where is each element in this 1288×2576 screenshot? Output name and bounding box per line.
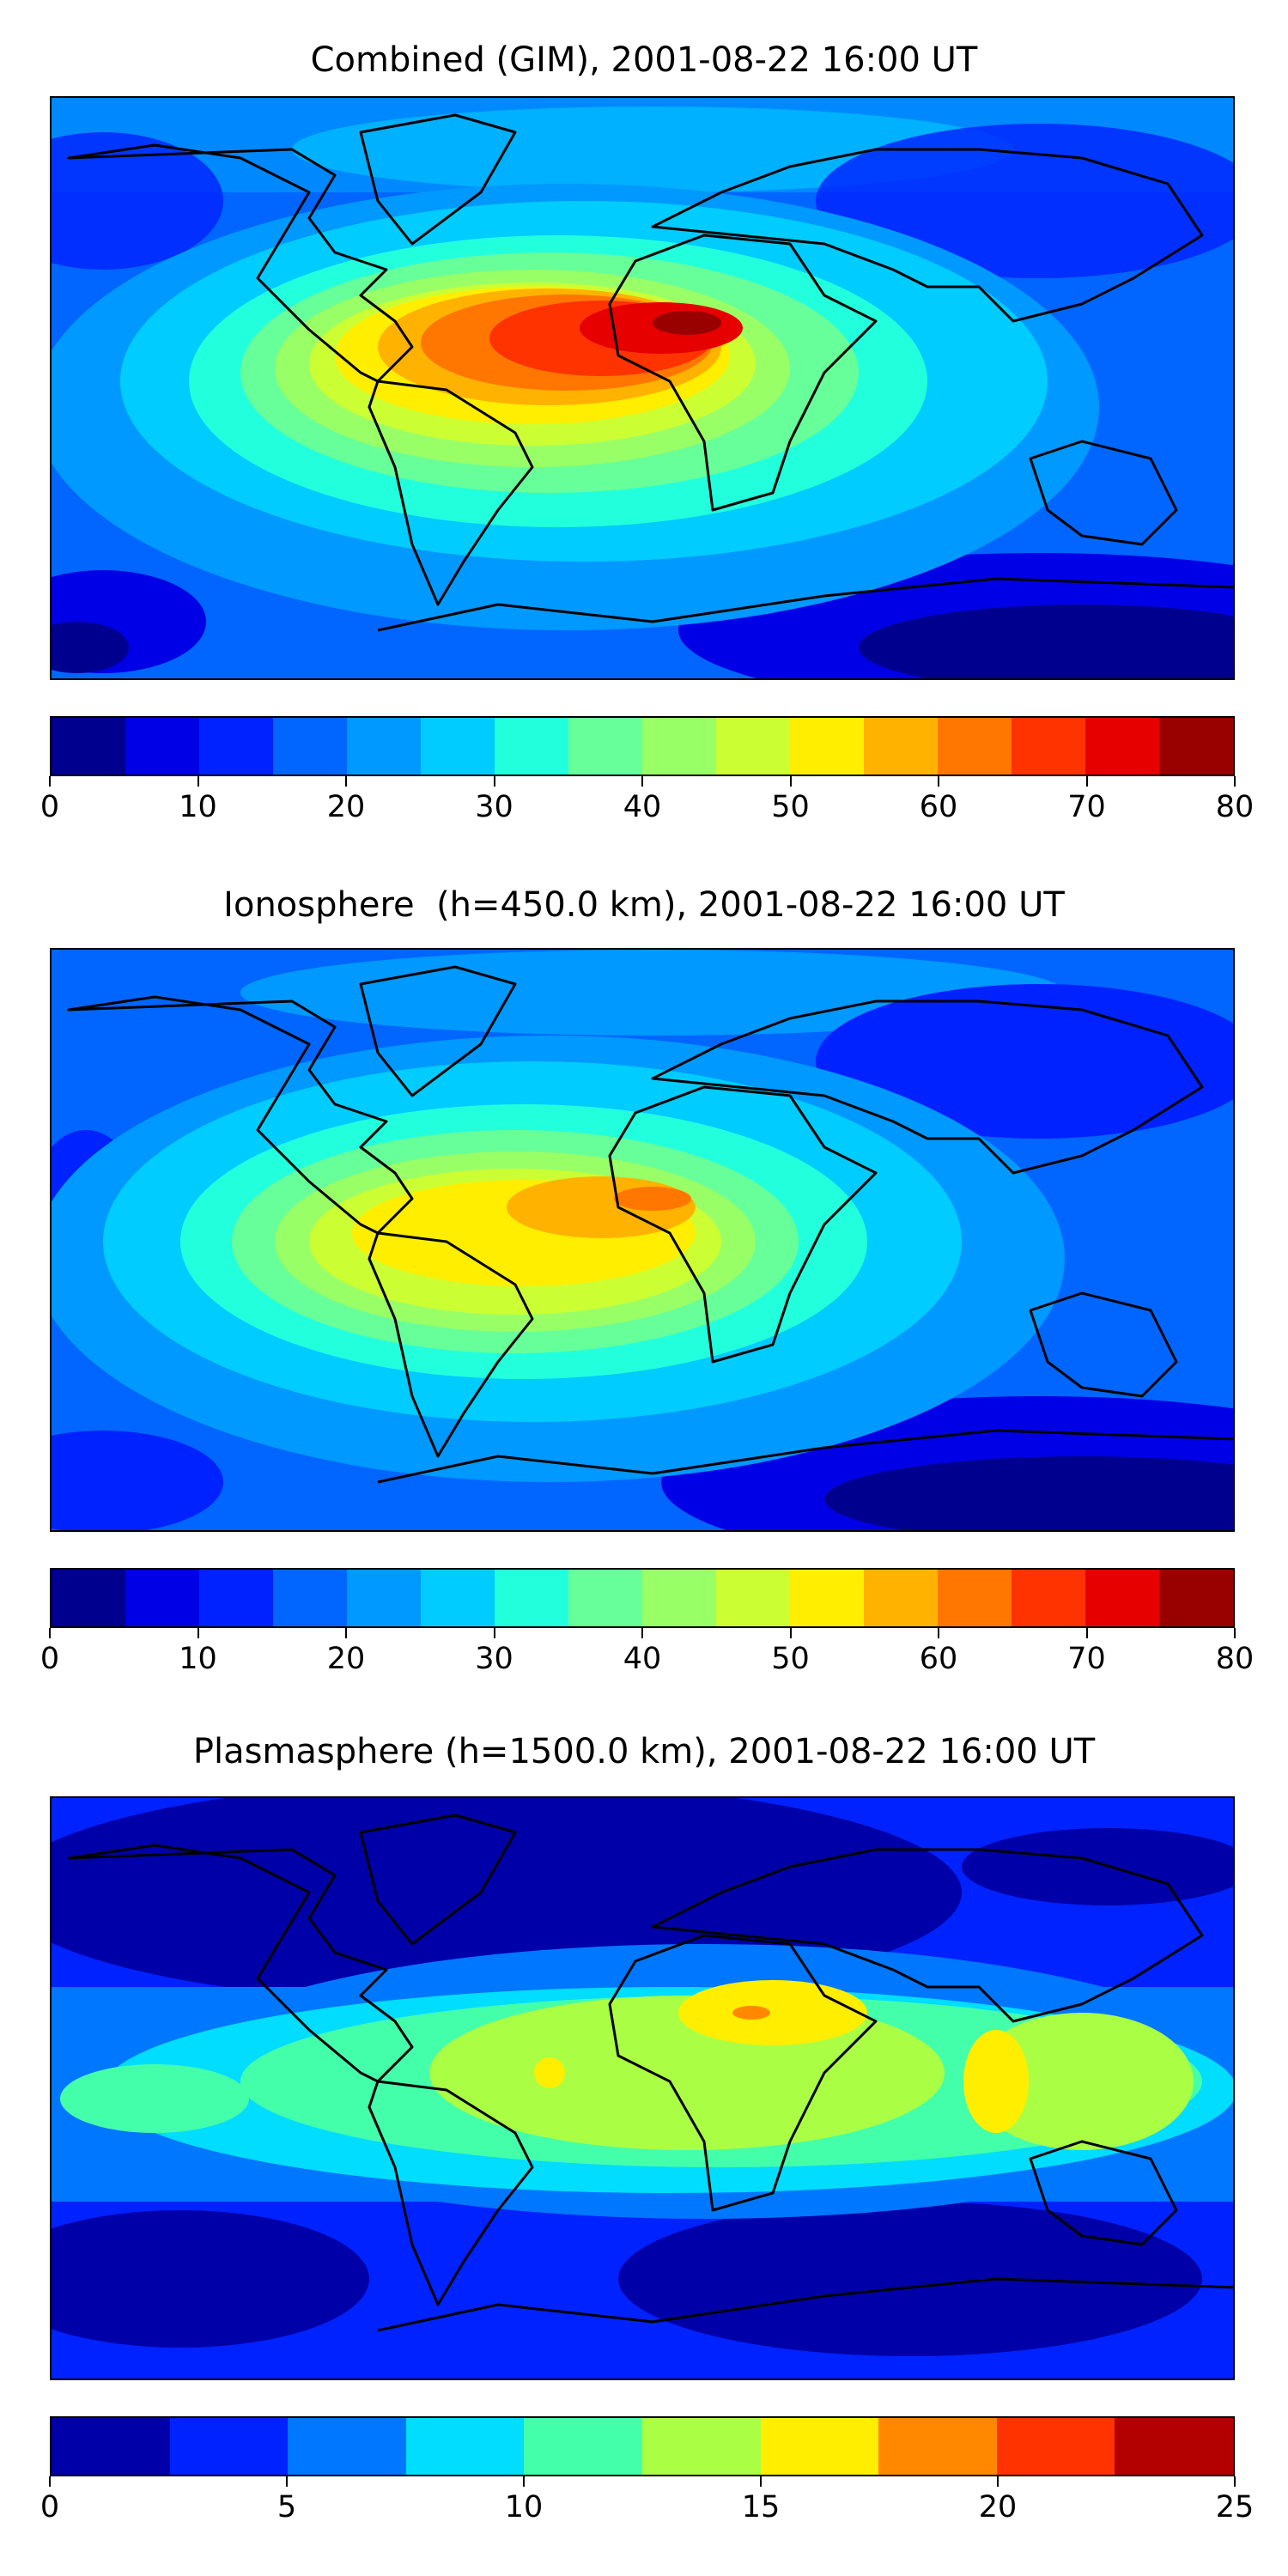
colorbar-cell [495,718,568,775]
colorbar-cell [1085,718,1159,775]
colorbar-cell [790,1570,864,1626]
colorbar-tick-label: 10 [179,1642,217,1676]
panel-title: Ionosphere (h=450.0 km), 2001-08-22 16:0… [223,885,1065,925]
colorbar-tick-label: 60 [919,790,958,824]
panel-ionosphere: Ionosphere (h=450.0 km), 2001-08-22 16:0… [0,859,1288,1717]
colorbar-tick-label: 0 [39,1642,60,1676]
colorbar-ticks: 0 10 20 30 40 50 60 70 80 [40,776,1254,828]
colorbar-tick-label: 80 [1215,790,1255,824]
colorbar-tick-label: 30 [475,790,513,824]
colorbar-tick-label: 15 [741,2490,781,2524]
colorbar-ticks: 0 5 10 15 20 25 [40,2476,1254,2528]
colorbar-cell [878,2418,997,2475]
colorbar-cell [642,1570,716,1626]
colorbar-cell [864,1570,938,1626]
colorbar-ionosphere [50,1568,1235,1628]
colorbar-tick-label: 40 [623,790,662,824]
colorbar-cell [938,718,1012,775]
colorbar-cell [347,1570,421,1626]
colorbar-tick-label: 20 [978,2490,1018,2524]
colorbar-tick-label: 25 [1215,2490,1255,2524]
colorbar-cell [568,1570,642,1626]
colorbar-tick-label: 20 [326,1642,366,1676]
colorbar-cell [421,1570,495,1626]
colorbar-tick-label: 70 [1067,790,1106,824]
colorbar-tick-label: 0 [39,2490,60,2524]
colorbar-tick-label: 5 [276,2490,297,2524]
colorbar-tick-label: 20 [326,790,366,824]
colorbar-tick-label: 70 [1067,1642,1106,1676]
colorbar-cell [1115,2418,1233,2475]
colorbar-tick-label: 0 [39,790,60,824]
colorbar-tick-label: 10 [504,2490,544,2524]
colorbar-cell [524,2418,642,2475]
colorbar-tick-label: 50 [771,1642,810,1676]
colorbar-cell [125,718,199,775]
colorbar-cell [52,718,125,775]
colorbar-ticks: 0 10 20 30 40 50 60 70 80 [40,1628,1254,1680]
colorbar-cell [1012,718,1085,775]
colorbar-cell [642,718,716,775]
colorbar-tick-label: 30 [475,1642,513,1676]
colorbar-cell [199,1570,273,1626]
colorbar-cell [273,1570,347,1626]
colorbar-tick-label: 10 [179,790,217,824]
colorbar-cell [405,2418,525,2475]
colorbar-cell [1159,1570,1233,1626]
map-combined [50,96,1235,680]
map-ionosphere [50,948,1235,1532]
colorbar-cell [716,718,790,775]
colorbar-tick-label: 80 [1215,1642,1255,1676]
colorbar-cell [864,718,938,775]
colorbar-cell [495,1570,568,1626]
colorbar-cell [288,2418,406,2475]
map-plasmasphere [50,1796,1235,2380]
colorbar-cell [347,718,421,775]
colorbar-cell [790,718,864,775]
colorbar-cell [1085,1570,1159,1626]
colorbar-cell [52,1570,125,1626]
panel-title: Plasmasphere (h=1500.0 km), 2001-08-22 1… [192,1732,1096,1771]
colorbar-cell [169,2418,289,2475]
panel-combined: Combined (GIM), 2001-08-22 16:00 UT [0,0,1288,859]
panel-title: Combined (GIM), 2001-08-22 16:00 UT [310,40,978,80]
colorbar-combined [50,716,1235,776]
colorbar-cell [125,1570,199,1626]
colorbar-cell [199,718,273,775]
colorbar-cell [641,2418,761,2475]
panel-plasmasphere: Plasmasphere (h=1500.0 km), 2001-08-22 1… [0,1717,1288,2576]
colorbar-cell [52,2418,170,2475]
colorbar-cell [716,1570,790,1626]
colorbar-cell [996,2418,1115,2475]
colorbar-tick-label: 60 [919,1642,958,1676]
colorbar-cell [760,2418,879,2475]
colorbar-tick-label: 50 [771,790,810,824]
colorbar-plasmasphere [50,2416,1235,2476]
colorbar-cell [1159,718,1233,775]
colorbar-cell [938,1570,1012,1626]
colorbar-cell [1012,1570,1085,1626]
colorbar-tick-label: 40 [623,1642,662,1676]
colorbar-cell [273,718,347,775]
colorbar-cell [421,718,495,775]
colorbar-cell [568,718,642,775]
